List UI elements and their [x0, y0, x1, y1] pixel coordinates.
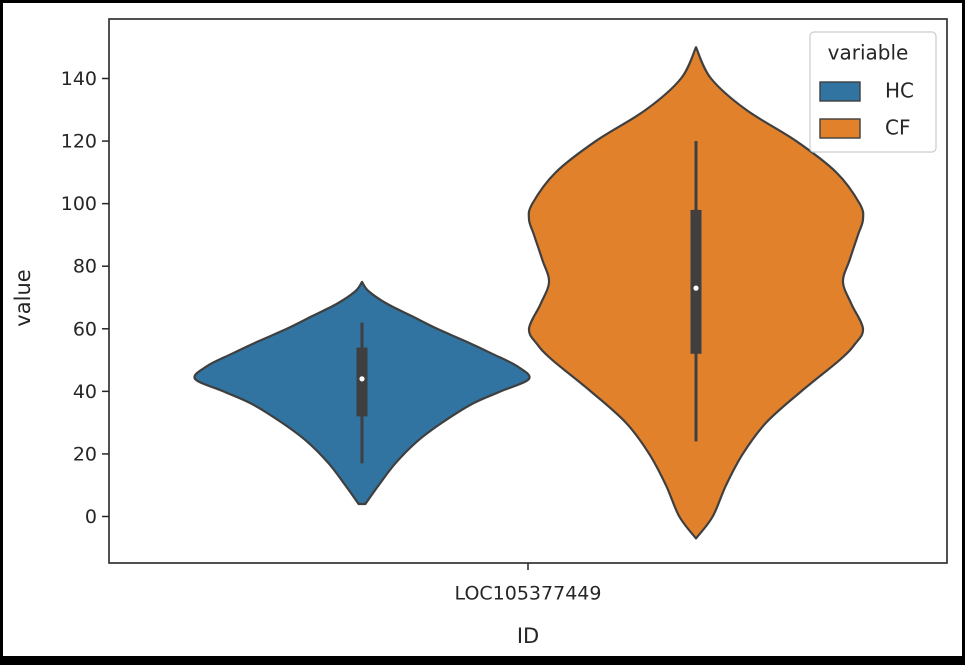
legend-swatch-hc — [819, 81, 861, 102]
iqr-box-cf — [690, 209, 702, 354]
iqr-box-hc — [356, 347, 368, 417]
y-tick-label: 40 — [73, 381, 97, 403]
median-point-hc — [359, 376, 365, 382]
legend: variable HC CF — [809, 31, 937, 153]
y-tick-label: 0 — [85, 506, 97, 528]
x-axis: LOC105377449 — [455, 563, 602, 605]
y-tick-label: 60 — [73, 318, 97, 340]
y-tick-label: 120 — [61, 131, 97, 153]
legend-title: variable — [828, 41, 909, 65]
y-tick-label: 100 — [61, 193, 97, 215]
legend-label-hc: HC — [885, 79, 914, 103]
y-axis-title: value — [11, 269, 35, 326]
y-tick-label: 20 — [73, 443, 97, 465]
x-tick-label: LOC105377449 — [455, 583, 602, 605]
box-markers — [356, 141, 702, 464]
y-axis: 0 20 40 60 80 100 120 140 — [61, 68, 109, 528]
y-tick-label: 140 — [61, 68, 97, 90]
legend-label-cf: CF — [885, 116, 910, 140]
legend-swatch-cf — [819, 118, 861, 139]
x-axis-title: ID — [517, 624, 539, 648]
median-point-cf — [693, 285, 699, 291]
y-tick-label: 80 — [73, 256, 97, 278]
